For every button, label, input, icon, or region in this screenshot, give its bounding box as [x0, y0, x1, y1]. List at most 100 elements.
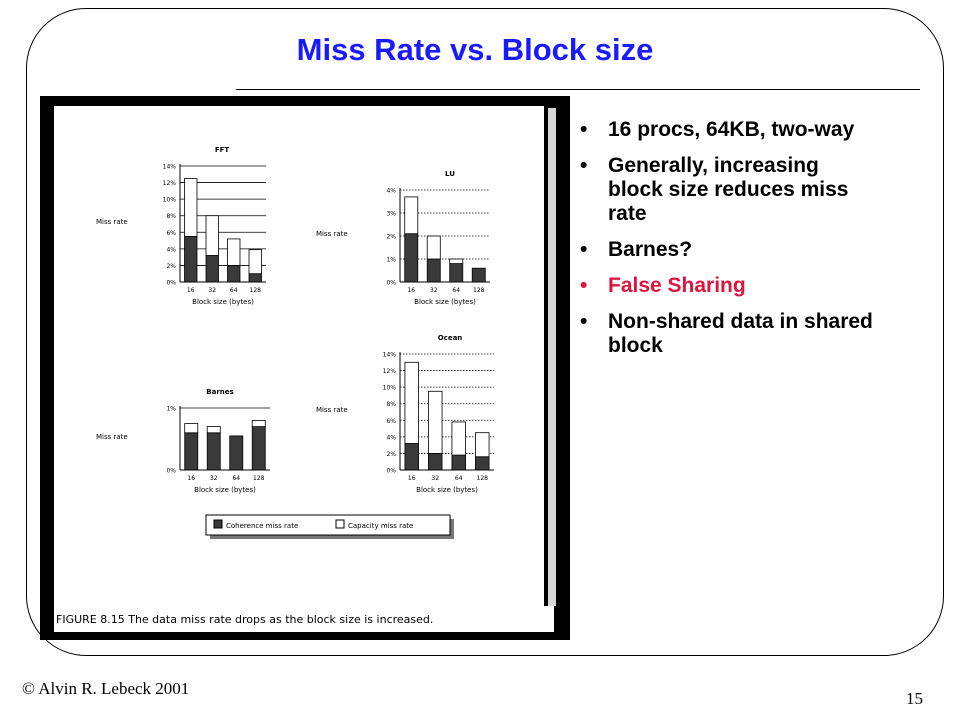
x-tick-label: 16	[187, 475, 195, 482]
bar-coherence	[227, 265, 241, 283]
y-tick-label: 0%	[166, 468, 176, 475]
slide-frame	[26, 8, 944, 656]
legend-label-coherence: Coherence miss rate	[226, 522, 298, 530]
bar-capacity	[475, 432, 490, 458]
x-axis-label: Block size (bytes)	[416, 486, 478, 494]
figure-panel: FIGURE 8.15 The data miss rate drops as …	[40, 96, 570, 640]
y-tick-label: 2%	[386, 234, 396, 241]
footer-copyright: © Alvin R. Lebeck 2001	[22, 679, 190, 698]
figure-caption-band	[54, 606, 554, 632]
y-tick-label: 0%	[386, 280, 396, 287]
y-tick-label: 10%	[383, 385, 397, 392]
slide-title: Miss Rate vs. Block size	[296, 32, 654, 67]
page-number: 15	[906, 689, 923, 708]
y-tick-label: 8%	[166, 213, 176, 220]
legend-label-capacity: Capacity miss rate	[348, 522, 413, 530]
title-rule	[236, 89, 920, 90]
bar-capacity	[206, 426, 221, 434]
figure-svg: FIGURE 8.15 The data miss rate drops as …	[54, 106, 556, 632]
figure-caption: FIGURE 8.15 The data miss rate drops as …	[56, 613, 433, 626]
bar-capacity	[227, 238, 241, 266]
y-tick-label: 0%	[386, 468, 396, 475]
bar-capacity	[428, 390, 443, 454]
bar-coherence	[475, 456, 490, 471]
bullet-item: • 16 procs, 64KB, two-way	[580, 118, 855, 141]
x-axis-label: Block size (bytes)	[194, 486, 256, 494]
bar-capacity	[404, 196, 419, 235]
x-tick-label: 32	[208, 287, 216, 294]
bar-coherence	[229, 435, 244, 471]
x-tick-label: 32	[210, 475, 218, 482]
bar-capacity	[205, 215, 219, 256]
x-tick-label: 128	[250, 287, 262, 294]
x-tick-label: 64	[232, 475, 240, 482]
y-tick-label: 12%	[383, 368, 397, 375]
bullet-list: • 16 procs, 64KB, two-way • Generally, inc…	[578, 118, 878, 370]
bar-coherence	[404, 233, 419, 283]
y-tick-label: 4%	[386, 434, 396, 441]
bullet-item-highlight: • False Sharing	[580, 274, 746, 297]
y-tick-label: 4%	[386, 188, 396, 195]
bar-coherence	[426, 258, 441, 283]
legend-swatch-capacity	[335, 519, 345, 529]
x-axis-label: Block size (bytes)	[192, 298, 254, 306]
bar-capacity	[426, 235, 441, 260]
bar-coherence	[404, 443, 419, 471]
bar-coherence	[471, 267, 486, 283]
y-tick-label: 8%	[386, 401, 396, 408]
y-tick-label: 14%	[383, 352, 397, 359]
bullet-item: • Barnes?	[580, 238, 693, 261]
y-tick-label: 6%	[386, 418, 396, 425]
y-tick-label: 3%	[386, 211, 396, 218]
x-tick-label: 64	[455, 475, 463, 482]
x-tick-label: 64	[452, 287, 460, 294]
bar-capacity	[449, 258, 464, 264]
bar-coherence	[184, 432, 199, 471]
y-tick-label: 4%	[166, 246, 176, 253]
y-tick-label: 0%	[166, 280, 176, 287]
bar-coherence	[449, 263, 464, 283]
bar-coherence	[184, 236, 198, 283]
chart-title: Ocean	[438, 334, 463, 342]
bar-capacity	[404, 361, 419, 444]
x-tick-label: 128	[473, 287, 485, 294]
bar-capacity	[451, 421, 466, 456]
x-tick-label: 32	[431, 475, 439, 482]
figure-scroll-edge	[548, 108, 556, 606]
bar-coherence	[451, 454, 466, 471]
chart-title: LU	[445, 170, 455, 178]
bar-capacity	[184, 423, 199, 434]
x-tick-label: 64	[230, 287, 238, 294]
bar-coherence	[248, 273, 262, 283]
y-tick-label: 12%	[163, 180, 177, 187]
y-tick-label: 2%	[386, 451, 396, 458]
chart-title: Barnes	[206, 388, 233, 396]
y-tick-label: 6%	[166, 230, 176, 237]
y-tick-label: 1%	[386, 257, 396, 264]
bar-capacity	[248, 249, 262, 275]
bar-capacity	[184, 178, 198, 237]
x-tick-label: 16	[187, 287, 195, 294]
bar-coherence	[428, 453, 443, 471]
x-tick-label: 16	[408, 475, 416, 482]
x-tick-label: 32	[430, 287, 438, 294]
y-tick-label: 2%	[166, 263, 176, 270]
y-axis-label: Miss rate	[316, 406, 348, 414]
bullet-item: • Generally, increasing block size reduce…	[580, 154, 849, 225]
x-tick-label: 16	[407, 287, 415, 294]
y-axis-label: Miss rate	[96, 218, 128, 226]
bar-coherence	[205, 255, 219, 283]
bar-coherence	[206, 432, 221, 471]
legend-swatch-coherence	[213, 519, 223, 529]
bullet-item: • Non-shared data in shared block	[580, 310, 873, 357]
y-tick-label: 10%	[163, 197, 177, 204]
chart-title: FFT	[215, 146, 230, 154]
bar-capacity	[251, 419, 266, 427]
legend-box	[205, 514, 451, 536]
y-axis-label: Miss rate	[316, 230, 348, 238]
y-axis-label: Miss rate	[96, 433, 128, 441]
y-tick-label: 1%	[166, 406, 176, 413]
bar-coherence	[251, 426, 266, 471]
x-axis-label: Block size (bytes)	[414, 298, 476, 306]
x-tick-label: 128	[253, 475, 265, 482]
